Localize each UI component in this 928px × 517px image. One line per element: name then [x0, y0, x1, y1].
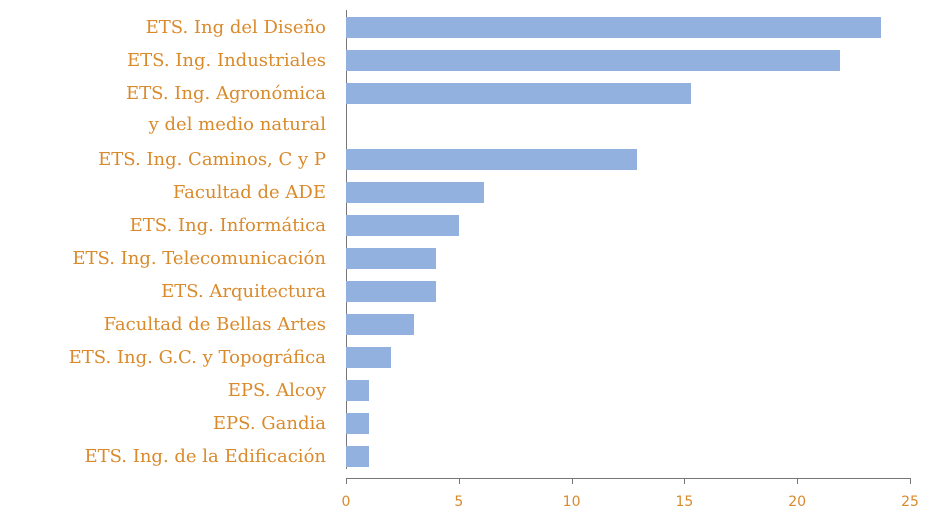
- x-axis-line: [346, 478, 911, 479]
- category-label: EPS. Alcoy: [227, 380, 326, 401]
- bar: [346, 248, 437, 269]
- x-tick-mark: [571, 478, 573, 484]
- x-tick-label: 15: [675, 494, 694, 510]
- x-tick-mark: [346, 478, 347, 484]
- x-tick-label: 10: [562, 494, 581, 510]
- x-tick-mark: [797, 478, 799, 484]
- category-label: ETS. Ing. Industriales: [127, 50, 326, 71]
- category-label: ETS. Ing. de la Edificación: [84, 446, 326, 467]
- bar: [346, 149, 638, 170]
- bar: [346, 50, 841, 71]
- bar: [346, 446, 369, 467]
- bar: [346, 413, 369, 434]
- bar: [346, 314, 414, 335]
- bar: [346, 347, 392, 368]
- x-tick-label: 25: [901, 494, 919, 510]
- x-tick-mark: [458, 478, 460, 484]
- x-tick-mark: [684, 478, 686, 484]
- bar: [346, 83, 692, 104]
- category-label: ETS. Ing del Diseño: [145, 17, 326, 38]
- category-label: EPS. Gandia: [212, 413, 326, 434]
- bar: [346, 182, 484, 203]
- category-label: Facultad de Bellas Artes: [103, 314, 326, 335]
- x-tick-label: 0: [341, 494, 351, 510]
- x-tick-label: 5: [454, 494, 464, 510]
- category-label: ETS. Ing. Caminos, C y P: [98, 149, 326, 170]
- category-label: ETS. Ing. Telecomunicación: [72, 248, 326, 269]
- category-label: Facultad de ADE: [172, 182, 326, 203]
- x-tick-mark: [910, 478, 911, 484]
- bar: [346, 281, 437, 302]
- category-label: ETS. Ing. Agronómica y del medio natural: [126, 83, 326, 135]
- bar: [346, 380, 369, 401]
- category-label: ETS. Arquitectura: [161, 281, 326, 302]
- x-tick-label: 20: [788, 494, 807, 510]
- category-label: ETS. Ing. G.C. y Topográfica: [68, 347, 326, 368]
- y-axis-line: [346, 10, 347, 469]
- bar: [346, 215, 459, 236]
- category-label: ETS. Ing. Informática: [129, 215, 326, 236]
- bar: [346, 17, 881, 38]
